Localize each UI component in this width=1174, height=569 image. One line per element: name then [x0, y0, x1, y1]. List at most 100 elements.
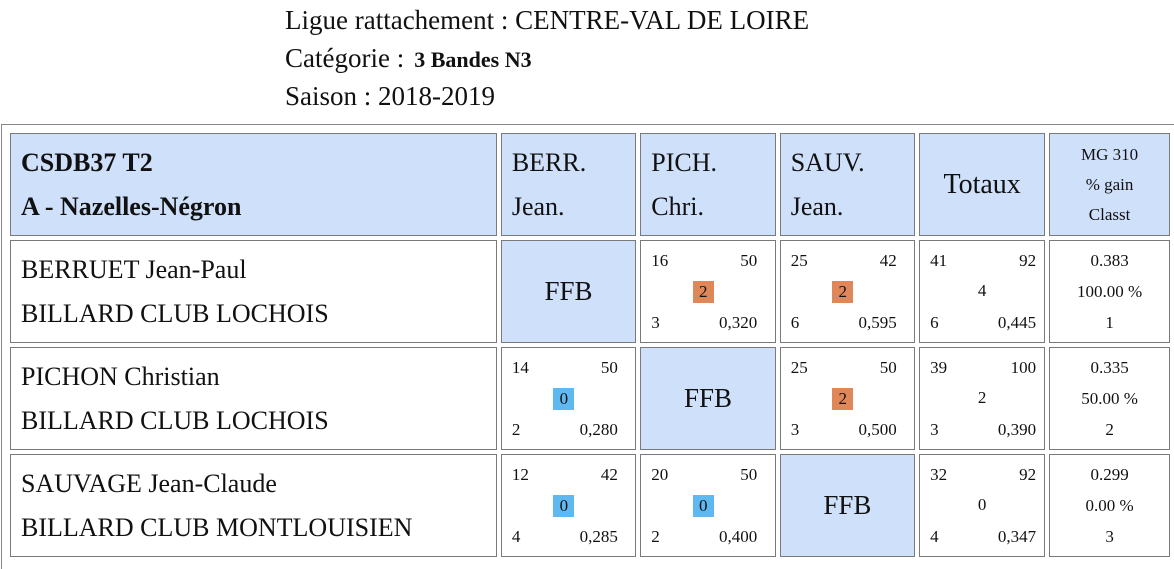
series: 2 [651, 527, 660, 546]
score-cell: 25 50 2 3 0,500 [779, 347, 916, 450]
column-header-line2: Jean. [511, 191, 565, 221]
total-points: 32 [930, 465, 948, 484]
mg-rank: 1 [1105, 313, 1114, 332]
match-points-badge: 0 [553, 495, 575, 517]
distance: 42 [600, 465, 618, 484]
column-header-line2: Jean. [790, 191, 844, 221]
average: 0,280 [579, 420, 618, 439]
total-average: 0,390 [997, 420, 1037, 439]
column-header-line1: PICH. [651, 147, 718, 177]
self-cell: FFB [640, 347, 776, 450]
player-cell: PICHON Christian BILLARD CLUB LOCHOIS [10, 347, 497, 450]
series: 4 [511, 527, 521, 546]
mg-header-line2: % gain [1085, 174, 1134, 194]
team-code: CSDB37 T2 [21, 147, 153, 177]
series: 2 [511, 420, 521, 439]
totals-header: Totaux [919, 133, 1046, 236]
points: 16 [651, 251, 669, 270]
player-club: BILLARD CLUB MONTLOUISIEN [21, 512, 413, 542]
categorie-line: Catégorie : 3 Bandes N3 [285, 40, 809, 79]
player-name: SAUVAGE Jean-Claude [21, 468, 277, 498]
table-row: BERRUET Jean-Paul BILLARD CLUB LOCHOIS F… [10, 240, 1170, 343]
best-series: 4 [930, 527, 939, 546]
player-cell: SAUVAGE Jean-Claude BILLARD CLUB MONTLOU… [10, 454, 497, 557]
average: 0,285 [579, 527, 618, 546]
total-average: 0,347 [997, 527, 1037, 546]
series: 3 [790, 420, 800, 439]
column-header-berr: BERR. Jean. [500, 133, 637, 236]
points: 14 [511, 358, 529, 377]
best-series: 6 [930, 313, 939, 332]
distance: 50 [600, 358, 618, 377]
match-points-badge: 2 [832, 388, 854, 410]
total-distance: 100 [1010, 358, 1037, 377]
score-cell: 12 42 0 4 0,285 [500, 454, 637, 557]
match-points-badge: 0 [692, 495, 714, 517]
series: 6 [790, 313, 800, 332]
team-header: CSDB37 T2 A - Nazelles-Négron [10, 133, 497, 236]
mg-header-line1: MG 310 [1080, 144, 1139, 164]
header-row: CSDB37 T2 A - Nazelles-Négron BERR. Jean… [10, 133, 1170, 236]
match-points-badge: 0 [553, 388, 575, 410]
points: 25 [790, 358, 808, 377]
ligue-line: Ligue rattachement : CENTRE-VAL DE LOIRE [285, 5, 810, 35]
mg-rank: 3 [1105, 527, 1114, 546]
results-table: CSDB37 T2 A - Nazelles-Négron BERR. Jean… [6, 129, 1174, 561]
average: 0,400 [719, 527, 758, 546]
team-name: A - Nazelles-Négron [21, 191, 242, 221]
column-header-line1: SAUV. [790, 147, 865, 177]
column-header-line1: BERR. [511, 147, 587, 177]
match-points-badge: 2 [832, 281, 854, 303]
best-series: 3 [930, 420, 939, 439]
total-points: 39 [930, 358, 948, 377]
total-distance: 92 [1019, 251, 1037, 270]
column-header-pich: PICH. Chri. [640, 133, 776, 236]
score-cell: 20 50 0 2 0,400 [640, 454, 776, 557]
match-points-badge: 2 [692, 281, 714, 303]
mg-cell: 0.383 100.00 % 1 [1049, 240, 1170, 343]
saison-line: Saison : 2018-2019 [285, 81, 496, 111]
mg-cell: 0.335 50.00 % 2 [1049, 347, 1170, 450]
average: 0,595 [858, 313, 897, 332]
average: 0,500 [858, 420, 897, 439]
points: 12 [511, 465, 529, 484]
self-cell: FFB [779, 454, 916, 557]
total-average: 0,445 [997, 313, 1037, 332]
total-match-points: 0 [977, 495, 987, 514]
table-row: PICHON Christian BILLARD CLUB LOCHOIS 14… [10, 347, 1170, 450]
mg-average: 0.299 [1090, 465, 1129, 484]
totals-cell: 41 92 4 6 0,445 [919, 240, 1046, 343]
player-name: PICHON Christian [21, 361, 220, 391]
table-row: SAUVAGE Jean-Claude BILLARD CLUB MONTLOU… [10, 454, 1170, 557]
total-match-points: 4 [977, 281, 987, 300]
points: 25 [790, 251, 808, 270]
series: 3 [651, 313, 660, 332]
distance: 42 [879, 251, 897, 270]
average: 0,320 [719, 313, 758, 332]
mg-percent: 100.00 % [1076, 282, 1143, 301]
mg-rank: 2 [1105, 420, 1114, 439]
mg-header-line3: Classt [1088, 204, 1131, 224]
player-name: BERRUET Jean-Paul [21, 254, 247, 284]
points: 20 [651, 465, 669, 484]
mg-percent: 0.00 % [1085, 496, 1134, 515]
total-points: 41 [930, 251, 948, 270]
distance: 50 [740, 465, 758, 484]
score-cell: 14 50 0 2 0,280 [500, 347, 637, 450]
player-club: BILLARD CLUB LOCHOIS [21, 405, 329, 435]
player-club: BILLARD CLUB LOCHOIS [21, 298, 329, 328]
score-cell: 25 42 2 6 0,595 [779, 240, 916, 343]
total-distance: 92 [1019, 465, 1037, 484]
column-header-sauv: SAUV. Jean. [779, 133, 916, 236]
player-cell: BERRUET Jean-Paul BILLARD CLUB LOCHOIS [10, 240, 497, 343]
categorie-value: 3 Bandes N3 [414, 46, 532, 72]
mg-header: MG 310 % gain Classt [1049, 133, 1170, 236]
results-panel: CSDB37 T2 A - Nazelles-Négron BERR. Jean… [1, 124, 1174, 569]
mg-cell: 0.299 0.00 % 3 [1049, 454, 1170, 557]
mg-average: 0.335 [1090, 358, 1129, 377]
totals-cell: 32 92 0 4 0,347 [919, 454, 1046, 557]
distance: 50 [740, 251, 758, 270]
column-header-line2: Chri. [651, 191, 704, 221]
totals-cell: 39 100 2 3 0,390 [919, 347, 1046, 450]
total-match-points: 2 [977, 388, 987, 407]
